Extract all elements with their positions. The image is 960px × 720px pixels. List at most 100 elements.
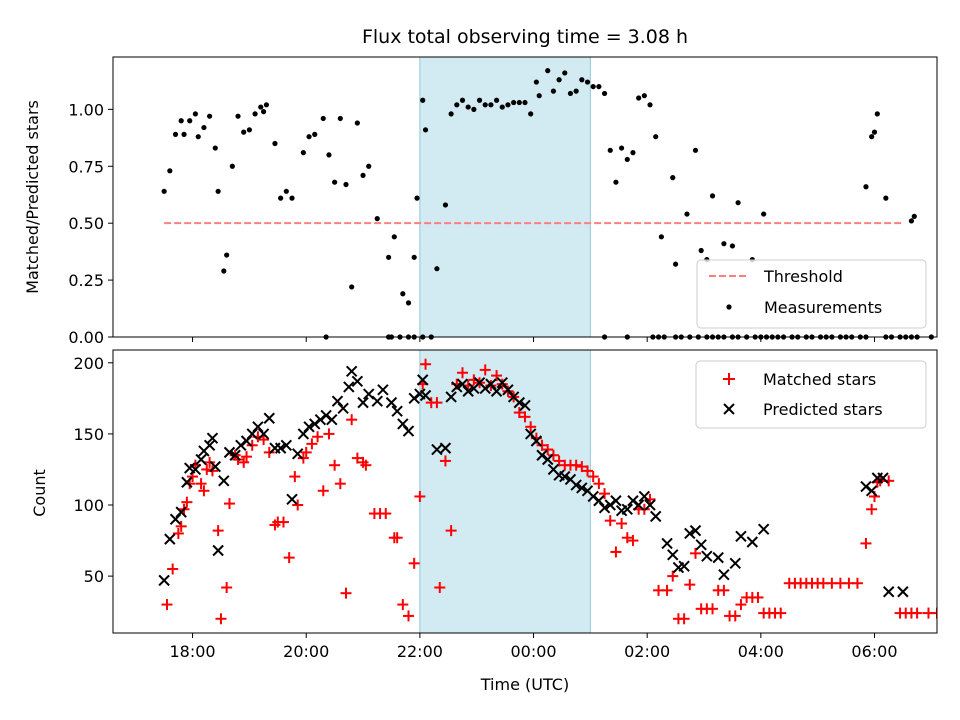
predicted-point: [897, 586, 909, 598]
predicted-point: [598, 502, 611, 514]
measurement-point: [465, 104, 471, 110]
predicted-point: [513, 396, 526, 409]
panel-ratio: 0.00 0.25 0.50 0.75 1.00 Matched/Predicted s…: [23, 56, 938, 347]
measurement-point: [684, 211, 690, 217]
measurement-point: [735, 200, 741, 206]
predicted-point: [502, 384, 514, 396]
measurement-point: [212, 145, 218, 151]
matched-point: [851, 577, 863, 589]
observing-window-shade-top: [419, 56, 591, 338]
measurement-point: [187, 118, 193, 124]
matched-point: [292, 499, 304, 511]
measurement-point: [332, 179, 338, 185]
matched-point: [329, 459, 341, 471]
measurement-point: [360, 172, 366, 178]
measurement-point: [533, 79, 539, 85]
matched-point: [167, 563, 179, 575]
measurement-point: [167, 168, 173, 174]
measurement-point: [411, 254, 417, 260]
matched-point: [215, 613, 227, 625]
measurement-point: [883, 195, 889, 201]
measurement-point: [172, 131, 179, 137]
matched-point: [729, 610, 741, 622]
matched-point: [420, 358, 432, 370]
measurement-point: [258, 104, 264, 110]
measurement-point: [386, 254, 392, 260]
predicted-point: [689, 524, 702, 537]
measurement-point: [476, 97, 483, 103]
x-tick-label: 04:00: [738, 642, 784, 661]
measurement-point: [207, 113, 213, 119]
predicted-point: [218, 475, 230, 487]
measurement-point: [442, 202, 449, 208]
predicted-point: [235, 439, 247, 451]
matched-point: [616, 517, 628, 529]
measurement-point: [178, 118, 184, 124]
matched-point: [860, 537, 872, 549]
predicted-point: [417, 374, 429, 386]
predicted-point: [252, 421, 264, 433]
predicted-point: [351, 375, 364, 387]
matched-point: [502, 385, 514, 397]
measurement-point: [422, 127, 429, 133]
predicted-point: [203, 439, 216, 451]
predicted-point: [212, 544, 224, 557]
top-axes-frame: [112, 56, 938, 338]
bottom-y-ticks: 50 100 150 200: [73, 354, 113, 586]
measurement-point: [161, 188, 167, 194]
measurement-point: [283, 188, 289, 194]
matched-point: [283, 552, 295, 564]
matched-point: [604, 515, 616, 527]
threshold-legend-label: Threshold: [763, 267, 843, 286]
measurement-point: [391, 234, 397, 240]
predicted-point: [169, 513, 182, 525]
matched-point: [610, 546, 622, 558]
x-tick-label: 02:00: [624, 642, 670, 661]
predicted-point: [587, 490, 599, 503]
measurement-point: [653, 134, 659, 140]
predicted-point: [610, 495, 622, 507]
measurement-point: [289, 195, 295, 201]
top-y-axis-label: Matched/Predicted stars: [23, 100, 42, 294]
matched-point: [334, 478, 346, 490]
matched-point: [312, 431, 324, 443]
y-tick-label: 200: [73, 354, 104, 373]
measurement-point: [366, 163, 372, 169]
matched-point: [181, 496, 193, 508]
predicted-point: [229, 449, 241, 461]
matched-point: [661, 584, 673, 596]
matched-point: [317, 485, 329, 497]
predicted-point: [419, 389, 432, 402]
predicted-point: [357, 396, 369, 409]
predicted-legend-swatch: [723, 403, 735, 415]
matched-point: [172, 527, 184, 539]
measurement-point: [709, 193, 716, 199]
matched-legend-swatch: [723, 373, 735, 385]
measurement-point: [871, 129, 878, 135]
predicted-point: [456, 378, 469, 390]
measurement-point: [343, 181, 349, 188]
predicted-point: [712, 551, 724, 564]
measurement-point: [454, 102, 460, 108]
measurement-point: [721, 241, 727, 247]
matched-legend-label: Matched stars: [763, 370, 876, 389]
predicted-point: [439, 442, 452, 454]
matched-point: [263, 446, 275, 458]
matched-point: [542, 444, 554, 456]
bottom-legend-box: [695, 360, 927, 429]
matched-point: [198, 485, 210, 497]
measurement-point: [221, 268, 227, 274]
measurement-point: [349, 284, 355, 290]
measurement-point: [911, 213, 917, 219]
predicted-point: [524, 428, 537, 440]
y-tick-label: 1.00: [68, 100, 104, 119]
predicted-point: [189, 463, 202, 476]
predicted-point: [485, 378, 497, 390]
measurement-point: [729, 243, 736, 249]
measurement-point: [272, 140, 278, 147]
predicted-point: [638, 490, 651, 503]
measurement-point: [414, 195, 420, 201]
predicted-point: [882, 586, 895, 598]
top-x-ticks: [192, 337, 875, 342]
matched-point: [223, 498, 235, 510]
